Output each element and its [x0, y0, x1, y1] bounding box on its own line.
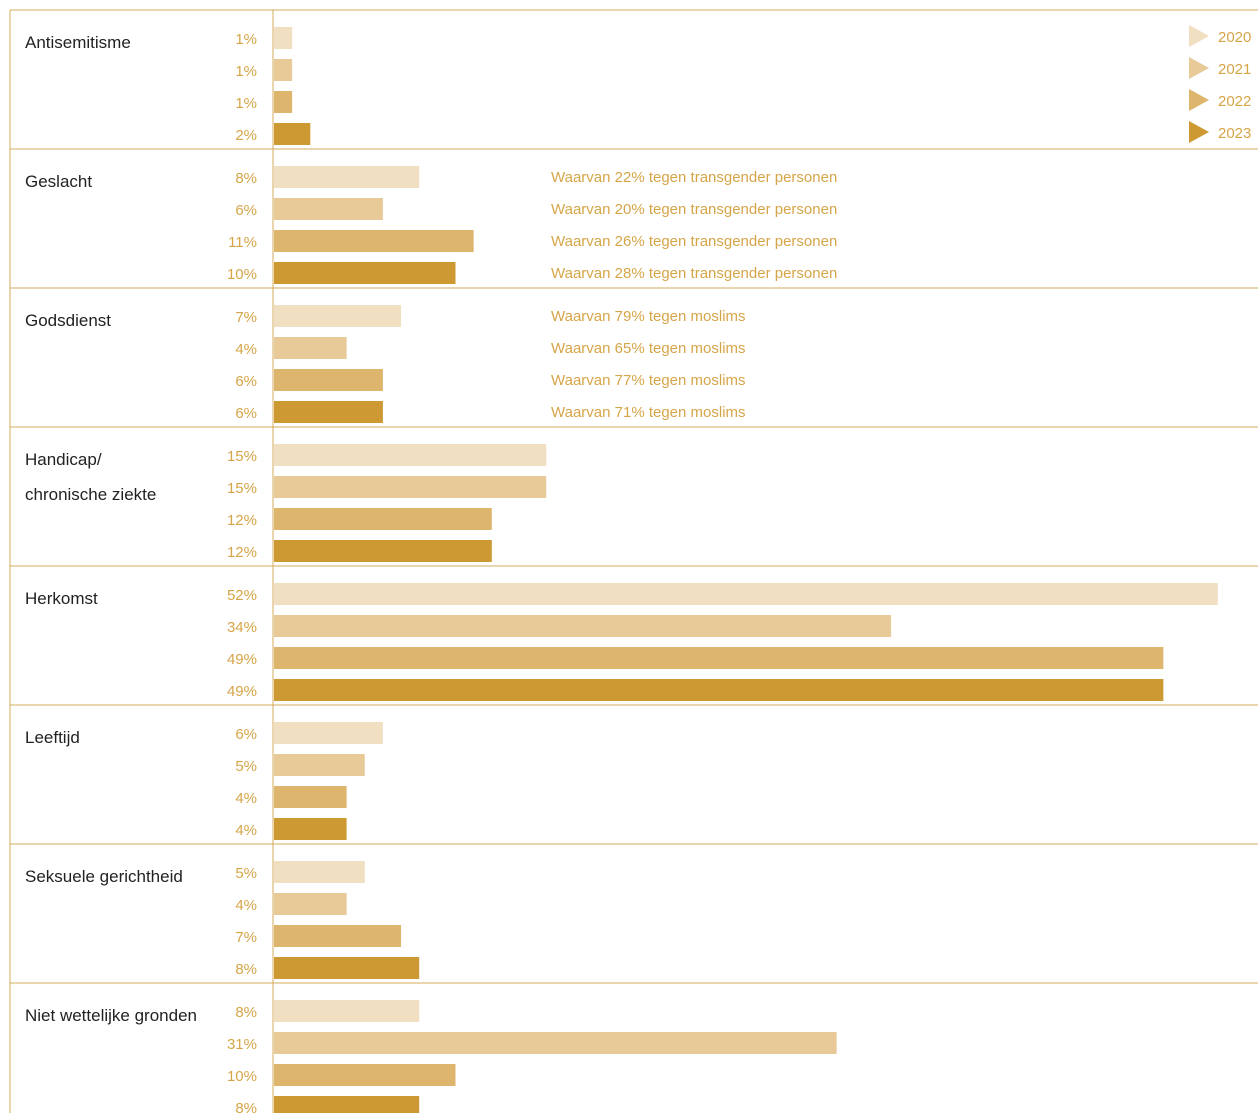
value-label: 6%	[235, 373, 257, 390]
annotation-label: Waarvan 79% tegen moslims	[551, 308, 746, 325]
value-label: 4%	[235, 341, 257, 358]
bar	[274, 647, 1164, 669]
category-label: Herkomst	[25, 589, 98, 608]
annotation-label: Waarvan 77% tegen moslims	[551, 372, 746, 389]
bar	[274, 401, 383, 423]
bar	[274, 786, 347, 808]
bar	[274, 166, 420, 188]
value-label: 8%	[235, 170, 257, 187]
bar	[274, 818, 347, 840]
value-label: 49%	[227, 651, 257, 668]
bar	[274, 925, 402, 947]
value-label: 1%	[235, 95, 257, 112]
value-label: 12%	[227, 512, 257, 529]
value-label: 15%	[227, 448, 257, 465]
bar	[274, 91, 293, 113]
legend-marker	[1189, 25, 1209, 47]
bar	[274, 305, 402, 327]
value-label: 10%	[227, 266, 257, 283]
bar	[274, 583, 1218, 605]
value-label: 6%	[235, 726, 257, 743]
value-label: 4%	[235, 822, 257, 839]
legend-label: 2021	[1218, 61, 1251, 78]
bar	[274, 1032, 837, 1054]
value-label: 10%	[227, 1068, 257, 1085]
value-label: 12%	[227, 544, 257, 561]
value-label: 1%	[235, 63, 257, 80]
category-label: Antisemitisme	[25, 33, 131, 52]
bar	[274, 893, 347, 915]
category-label: Niet wettelijke gronden	[25, 1006, 197, 1025]
value-label: 11%	[228, 234, 257, 251]
legend-label: 2023	[1218, 125, 1251, 142]
category-label: chronische ziekte	[25, 485, 156, 504]
bar	[274, 861, 365, 883]
legend-label: 2020	[1218, 29, 1251, 46]
value-label: 31%	[227, 1036, 257, 1053]
value-label: 4%	[235, 897, 257, 914]
bar	[274, 1064, 456, 1086]
legend-label: 2022	[1218, 93, 1251, 110]
bar	[274, 337, 347, 359]
annotation-label: Waarvan 28% tegen transgender personen	[551, 265, 837, 282]
value-label: 5%	[235, 758, 257, 775]
annotation-label: Waarvan 65% tegen moslims	[551, 340, 746, 357]
annotation-label: Waarvan 22% tegen transgender personen	[551, 169, 837, 186]
bar	[274, 123, 311, 145]
bar	[274, 508, 492, 530]
value-label: 8%	[235, 1100, 257, 1113]
bar	[274, 1000, 420, 1022]
bar	[274, 369, 383, 391]
value-label: 4%	[235, 790, 257, 807]
legend-marker	[1189, 57, 1209, 79]
value-label: 6%	[235, 202, 257, 219]
annotation-label: Waarvan 20% tegen transgender personen	[551, 201, 837, 218]
value-label: 7%	[235, 309, 257, 326]
bar	[274, 27, 293, 49]
bar	[274, 615, 892, 637]
bar	[274, 540, 492, 562]
legend-marker	[1189, 89, 1209, 111]
bar	[274, 1096, 420, 1113]
bar	[274, 230, 474, 252]
value-label: 1%	[235, 31, 257, 48]
value-label: 8%	[235, 1004, 257, 1021]
value-label: 34%	[227, 619, 257, 636]
bar	[274, 198, 383, 220]
category-label: Leeftijd	[25, 728, 80, 747]
bar	[274, 59, 293, 81]
value-label: 49%	[227, 683, 257, 700]
bar	[274, 444, 547, 466]
value-label: 6%	[235, 405, 257, 422]
category-label: Geslacht	[25, 172, 92, 191]
value-label: 15%	[227, 480, 257, 497]
annotation-label: Waarvan 26% tegen transgender personen	[551, 233, 837, 250]
value-label: 2%	[235, 127, 257, 144]
value-label: 5%	[235, 865, 257, 882]
value-label: 52%	[227, 587, 257, 604]
annotation-label: Waarvan 71% tegen moslims	[551, 404, 746, 421]
category-label: Handicap/	[25, 450, 102, 469]
category-label: Seksuele gerichtheid	[25, 867, 183, 886]
value-label: 8%	[235, 961, 257, 978]
bar	[274, 679, 1164, 701]
bar	[274, 476, 547, 498]
bar	[274, 262, 456, 284]
bar	[274, 957, 420, 979]
bar	[274, 754, 365, 776]
bar	[274, 722, 383, 744]
value-label: 7%	[235, 929, 257, 946]
category-label: Godsdienst	[25, 311, 111, 330]
legend-marker	[1189, 121, 1209, 143]
